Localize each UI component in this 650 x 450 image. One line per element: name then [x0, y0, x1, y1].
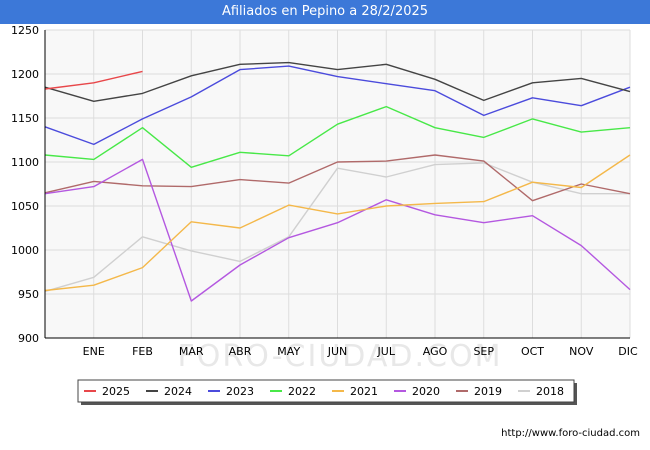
series-line-2022: [44, 105, 631, 169]
legend-label-2024: 2024: [164, 385, 192, 398]
x-tick-label: MAY: [277, 345, 300, 358]
x-tick-label: JUN: [327, 345, 348, 358]
y-tick-label: 1250: [11, 24, 39, 37]
y-tick-label: 1000: [11, 244, 39, 257]
legend-label-2021: 2021: [350, 385, 378, 398]
x-tick-label: NOV: [569, 345, 594, 358]
legend-label-2023: 2023: [226, 385, 254, 398]
grid-lines: [45, 29, 631, 339]
watermark: FORO-CIUDAD.COM: [178, 339, 503, 374]
chart-title: Afiliados en Pepino a 28/2/2025: [0, 0, 650, 24]
series-line-2023: [44, 65, 631, 146]
x-tick-label: AGO: [423, 345, 448, 358]
legend: 2025 2024 2023 2022 2021 2020 2019 2018: [77, 379, 577, 405]
legend-label-2019: 2019: [474, 385, 502, 398]
x-tick-label: DIC: [618, 345, 638, 358]
series-lines: [44, 61, 631, 302]
legend-label-2020: 2020: [412, 385, 440, 398]
series-line-2025: [44, 70, 143, 90]
legend-label-2018: 2018: [536, 385, 564, 398]
y-tick-label: 900: [18, 332, 39, 345]
x-tick-label: FEB: [132, 345, 153, 358]
series-line-2021: [44, 154, 631, 292]
y-tick-label: 1200: [11, 68, 39, 81]
x-tick-label: JUL: [377, 345, 396, 358]
legend-label-2022: 2022: [288, 385, 316, 398]
x-tick-label: SEP: [473, 345, 494, 358]
series-line-2019: [44, 154, 631, 202]
source-link[interactable]: http://www.foro-ciudad.com: [501, 428, 640, 439]
series-line-2020: [44, 158, 631, 302]
x-tick-label: ENE: [83, 345, 105, 358]
y-tick-label: 1150: [11, 112, 39, 125]
x-tick-label: OCT: [521, 345, 544, 358]
x-tick-label: MAR: [179, 345, 204, 358]
legend-label-2025: 2025: [102, 385, 130, 398]
y-tick-label: 1050: [11, 200, 39, 213]
y-tick-label: 950: [18, 288, 39, 301]
x-tick-label: ABR: [229, 345, 252, 358]
y-tick-label: 1100: [11, 156, 39, 169]
legend-box: [77, 379, 575, 403]
series-line-2024: [44, 61, 631, 103]
axes: 900 950 1000 1050 1100 1150 1200 1250 ENE FEB MAR A…: [11, 24, 638, 358]
